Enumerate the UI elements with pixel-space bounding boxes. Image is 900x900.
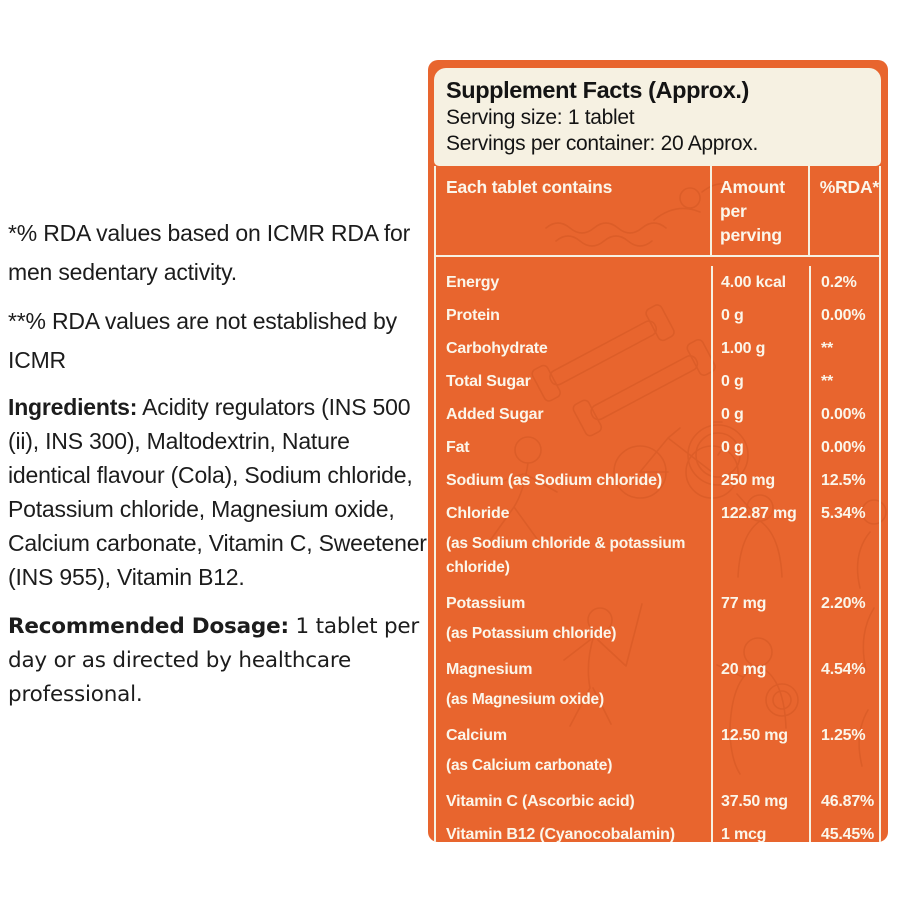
supplement-panel: Supplement Facts (Approx.) Serving size:… — [428, 60, 888, 842]
table-row: Added Sugar 0 g 0.00% — [436, 398, 879, 431]
row-rda: 12.5% — [809, 464, 879, 497]
table-row: Chloride (as Sodium chloride & potassium… — [436, 497, 879, 587]
row-amount: 122.87 mg — [711, 497, 809, 587]
ingredients-text: Acidity regulators (INS 500 (ii), INS 30… — [8, 394, 427, 590]
row-sub-text: (as Sodium chloride & potassium chloride… — [446, 535, 686, 576]
row-amount: 1 mcg — [711, 818, 809, 842]
table-body: Energy 4.00 kcal 0.2% Protein 0 g 0.00% … — [436, 257, 879, 842]
row-nutrient-name: Chloride — [446, 505, 510, 522]
row-amount: 0 g — [711, 431, 809, 464]
supplement-facts-title: Supplement Facts (Approx.) — [446, 77, 749, 103]
table-header-row: Each tablet contains Amount per perving … — [436, 166, 879, 257]
table-row: Energy 4.00 kcal 0.2% — [436, 266, 879, 299]
left-notes: *% RDA values based on ICMR RDA for men … — [8, 214, 432, 712]
rda-note-2: **% RDA values are not established by IC… — [8, 308, 397, 373]
row-amount: 1.00 g — [711, 332, 809, 365]
row-nutrient-name: Calcium — [446, 727, 507, 744]
servings-per-container-text: Servings per container: 20 Approx. — [446, 132, 758, 155]
table-row: Magnesium (as Magnesium oxide) 20 mg 4.5… — [436, 653, 879, 719]
row-rda: 46.87% — [809, 785, 879, 818]
dosage-label: Recommended Dosage: — [8, 614, 289, 639]
row-nutrient-name: Sodium (as Sodium chloride) — [446, 472, 662, 489]
row-sub-text: (as Calcium carbonate) — [446, 757, 613, 774]
row-nutrient-name: Vitamin C (Ascorbic acid) — [446, 793, 635, 810]
dosage-paragraph: Recommended Dosage: 1 tablet per day or … — [8, 610, 432, 712]
col-header-each-tablet: Each tablet contains — [446, 177, 613, 197]
table-row: Potassium (as Potassium chloride) 77 mg … — [436, 587, 879, 653]
serving-size-text: Serving size: 1 tablet — [446, 106, 635, 129]
table-row: Carbohydrate 1.00 g ** — [436, 332, 879, 365]
dosage-text: 1 tablet per day or as directed by healt… — [8, 614, 420, 707]
row-sub-text: (as Potassium chloride) — [446, 625, 617, 642]
panel-content: Supplement Facts (Approx.) Serving size:… — [434, 68, 881, 842]
row-amount: 250 mg — [711, 464, 809, 497]
ingredients-label: Ingredients: — [8, 394, 138, 420]
row-nutrient-name: Protein — [446, 307, 500, 324]
row-amount: 0 g — [711, 398, 809, 431]
row-rda: ** — [809, 365, 879, 398]
row-nutrient-name: Total Sugar — [446, 373, 531, 390]
row-rda: 0.00% — [809, 431, 879, 464]
col-header-amount: Amount per perving — [710, 166, 808, 255]
row-amount: 37.50 mg — [711, 785, 809, 818]
row-nutrient-name: Energy — [446, 274, 500, 291]
table-row: Fat 0 g 0.00% — [436, 431, 879, 464]
facts-header-box: Supplement Facts (Approx.) Serving size:… — [434, 68, 881, 166]
row-amount: 77 mg — [711, 587, 809, 653]
row-sub-text: (as Magnesium oxide) — [446, 691, 604, 708]
table-row: Vitamin B12 (Cyanocobalamin) 1 mcg 45.45… — [436, 818, 879, 842]
row-rda: 1.25% — [809, 719, 879, 785]
table-row: Sodium (as Sodium chloride) 250 mg 12.5% — [436, 464, 879, 497]
facts-table: Each tablet contains Amount per perving … — [434, 166, 881, 842]
row-rda: 45.45% — [809, 818, 879, 842]
row-nutrient-name: Potassium — [446, 595, 526, 612]
row-nutrient-name: Carbohydrate — [446, 340, 548, 357]
table-row: Total Sugar 0 g ** — [436, 365, 879, 398]
row-rda: 0.00% — [809, 299, 879, 332]
row-amount: 0 g — [711, 365, 809, 398]
row-nutrient-name: Added Sugar — [446, 406, 544, 423]
table-row: Calcium (as Calcium carbonate) 12.50 mg … — [436, 719, 879, 785]
row-rda: ** — [809, 332, 879, 365]
row-amount: 0 g — [711, 299, 809, 332]
table-row: Vitamin C (Ascorbic acid) 37.50 mg 46.87… — [436, 785, 879, 818]
row-nutrient-name: Vitamin B12 (Cyanocobalamin) — [446, 826, 675, 842]
row-amount: 4.00 kcal — [711, 266, 809, 299]
row-rda: 4.54% — [809, 653, 879, 719]
row-nutrient-name: Fat — [446, 439, 470, 456]
row-rda: 0.00% — [809, 398, 879, 431]
ingredients-paragraph: Ingredients: Acidity regulators (INS 500… — [8, 390, 432, 594]
row-amount: 20 mg — [711, 653, 809, 719]
row-rda: 2.20% — [809, 587, 879, 653]
rda-note-1: *% RDA values based on ICMR RDA for men … — [8, 220, 411, 285]
table-row: Protein 0 g 0.00% — [436, 299, 879, 332]
row-amount: 12.50 mg — [711, 719, 809, 785]
row-rda: 0.2% — [809, 266, 879, 299]
col-header-rda: %RDA* — [807, 166, 879, 255]
row-rda: 5.34% — [809, 497, 879, 587]
row-nutrient-name: Magnesium — [446, 661, 533, 678]
